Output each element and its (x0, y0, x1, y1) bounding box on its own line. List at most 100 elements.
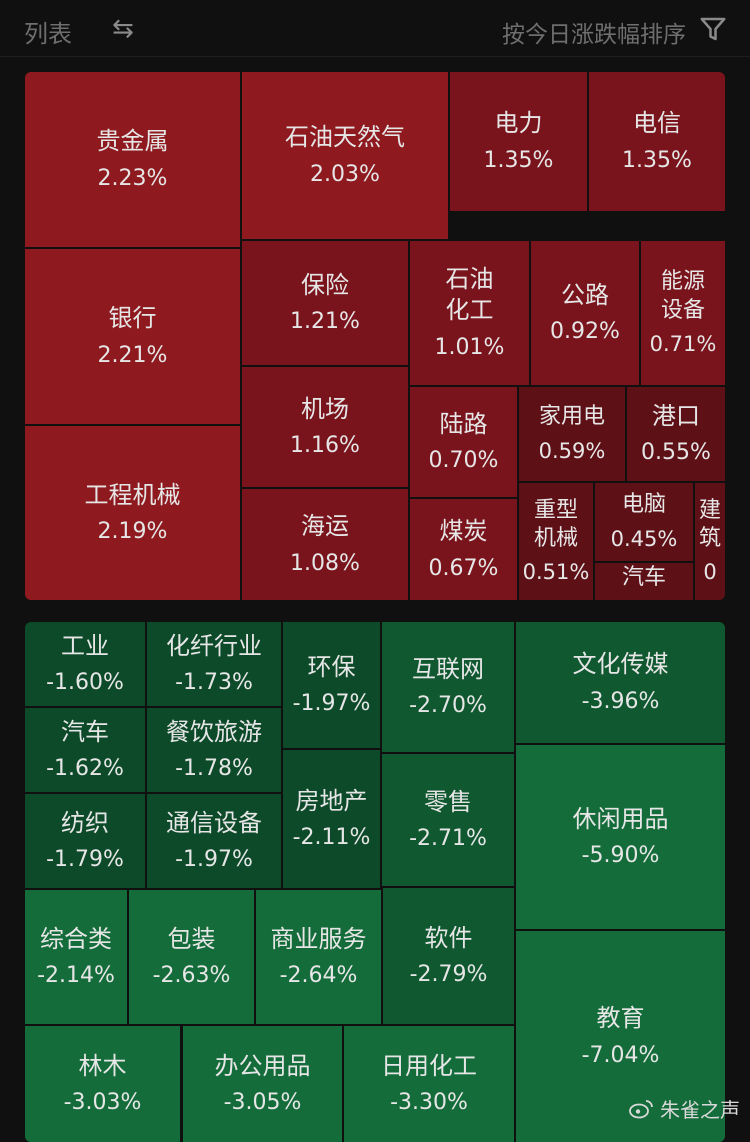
top-bar: 列表 ⇆ 按今日涨跌幅排序 (0, 0, 750, 60)
sector-change: -2.79% (409, 962, 488, 988)
gainer-tile[interactable]: 海运 1.08% (242, 489, 408, 600)
gainer-tile[interactable]: 保险 1.21% (242, 241, 408, 365)
gainer-tile[interactable]: 电脑 0.45% (595, 483, 693, 561)
gainer-tile[interactable]: 石油 化工 1.01% (410, 241, 529, 385)
sector-name: 商业服务 (270, 924, 367, 953)
loser-tile[interactable]: 包装 -2.63% (129, 890, 254, 1024)
sector-change: 2.21% (97, 342, 168, 368)
sector-name: 通信设备 (166, 808, 262, 837)
gainer-tile[interactable]: 电力 1.35% (450, 72, 587, 211)
sector-change: -2.11% (292, 825, 371, 851)
sector-name: 教育 (596, 1004, 645, 1033)
sort-label[interactable]: 按今日涨跌幅排序 (502, 22, 686, 48)
loser-tile[interactable]: 餐饮旅游 -1.78% (147, 708, 281, 792)
loser-tile[interactable]: 教育 -7.04% (516, 931, 725, 1142)
sector-change: 1.35% (622, 147, 692, 173)
sector-change: 0 (703, 560, 717, 585)
sector-name: 文化传媒 (572, 650, 669, 679)
loser-tile[interactable]: 综合类 -2.14% (25, 890, 127, 1024)
loser-tile[interactable]: 文化传媒 -3.96% (516, 622, 725, 743)
sector-change: -3.96% (581, 688, 660, 714)
loser-tile[interactable]: 软件 -2.79% (383, 888, 514, 1024)
sector-change: 0.70% (428, 448, 499, 474)
sector-name: 电脑 (621, 492, 666, 518)
sector-name: 化纤行业 (166, 631, 262, 660)
sector-name: 日用化工 (381, 1051, 477, 1080)
loser-tile[interactable]: 纺织 -1.79% (25, 794, 145, 888)
sector-change: -1.60% (46, 670, 124, 696)
sector-change: -1.73% (175, 670, 253, 696)
sector-name: 纺织 (61, 808, 109, 837)
loser-tile[interactable]: 环保 -1.97% (283, 622, 380, 748)
loser-tile[interactable]: 休闲用品 -5.90% (516, 745, 725, 929)
gainer-tile[interactable]: 煤炭 0.67% (410, 499, 517, 600)
sector-change: -2.64% (279, 963, 358, 989)
sector-name: 零售 (424, 787, 472, 816)
sector-name: 汽车 (621, 565, 666, 591)
gainer-tile[interactable]: 电信 1.35% (589, 72, 725, 211)
sector-name: 建筑 (698, 497, 721, 552)
sector-change: 1.08% (290, 550, 360, 576)
sector-change: 0.59% (538, 438, 606, 463)
sector-change: 1.35% (483, 147, 554, 173)
loser-tile[interactable]: 化纤行业 -1.73% (147, 622, 281, 706)
sector-name: 港口 (652, 401, 700, 430)
filter-icon[interactable] (698, 14, 728, 44)
sector-change: 1.01% (434, 334, 505, 360)
swap-icon[interactable]: ⇆ (112, 14, 134, 44)
gainer-tile[interactable]: 汽车 (595, 563, 693, 600)
loser-tile[interactable]: 汽车 -1.62% (25, 708, 145, 792)
list-view-toggle[interactable]: 列表 (24, 20, 72, 48)
gainer-tile[interactable]: 建筑 0 (695, 483, 725, 600)
sector-change: -2.70% (409, 693, 487, 719)
sector-change: -1.79% (46, 847, 124, 873)
gainer-tile[interactable]: 家用电 0.59% (519, 387, 625, 481)
loser-tile[interactable]: 办公用品 -3.05% (183, 1026, 342, 1142)
losers-heatmap: 工业 -1.60% 化纤行业 -1.73% 环保 -1.97% 互联网 -2.70% 文化传媒 -… (25, 622, 725, 1142)
sector-change: -2.71% (409, 826, 487, 852)
sector-name: 餐饮旅游 (166, 717, 262, 746)
sector-name: 房地产 (295, 786, 368, 815)
sector-name: 贵金属 (96, 127, 169, 156)
sector-name: 石油天然气 (285, 123, 405, 152)
gainer-tile[interactable]: 陆路 0.70% (410, 387, 517, 497)
sector-name: 林木 (78, 1051, 127, 1080)
loser-tile[interactable]: 零售 -2.71% (382, 754, 514, 886)
gainer-tile[interactable]: 港口 0.55% (627, 387, 725, 481)
watermark: 朱雀之声 (628, 1094, 740, 1123)
gainer-tile[interactable]: 工程机械 2.19% (25, 426, 240, 600)
gainer-tile[interactable]: 公路 0.92% (531, 241, 639, 385)
loser-tile[interactable]: 商业服务 -2.64% (256, 890, 381, 1024)
gainer-tile[interactable]: 能源 设备 0.71% (641, 241, 725, 385)
sector-name: 综合类 (40, 924, 112, 953)
sector-name: 工业 (61, 631, 109, 660)
gainer-tile[interactable]: 重型 机械 0.51% (519, 483, 593, 600)
sector-name: 海运 (301, 512, 349, 541)
sector-change: 1.21% (290, 309, 360, 335)
gainer-tile[interactable]: 机场 1.16% (242, 367, 408, 487)
gainer-tile[interactable]: 银行 2.21% (25, 249, 240, 424)
loser-tile[interactable]: 林木 -3.03% (25, 1026, 180, 1142)
loser-tile[interactable]: 日用化工 -3.30% (344, 1026, 514, 1142)
gainer-tile[interactable]: 贵金属 2.23% (25, 72, 240, 247)
sector-change: 0.67% (428, 555, 499, 581)
sector-name: 石油 化工 (445, 265, 494, 324)
sector-change: -1.78% (175, 756, 253, 782)
sector-change: 0.51% (522, 560, 590, 585)
loser-tile[interactable]: 工业 -1.60% (25, 622, 145, 706)
sector-change: 0.92% (550, 319, 620, 345)
gainer-tile[interactable]: 石油天然气 2.03% (242, 72, 448, 239)
loser-tile[interactable]: 房地产 -2.11% (283, 750, 380, 888)
sector-name: 工程机械 (84, 480, 181, 509)
sector-change: 2.23% (97, 165, 168, 191)
loser-tile[interactable]: 互联网 -2.70% (382, 622, 514, 752)
sector-name: 能源 设备 (660, 269, 705, 323)
sector-name: 办公用品 (214, 1051, 311, 1080)
sector-change: -2.63% (152, 963, 231, 989)
sector-change: 0.45% (610, 526, 678, 551)
sector-change: 0.71% (649, 331, 717, 356)
sector-change: -3.30% (390, 1090, 468, 1116)
gainers-heatmap: 贵金属 2.23% 石油天然气 2.03% 电力 1.35% 电信 1.35% 银行 2.21% 保… (25, 72, 725, 600)
loser-tile[interactable]: 通信设备 -1.97% (147, 794, 281, 888)
sector-change: -1.62% (46, 756, 124, 782)
